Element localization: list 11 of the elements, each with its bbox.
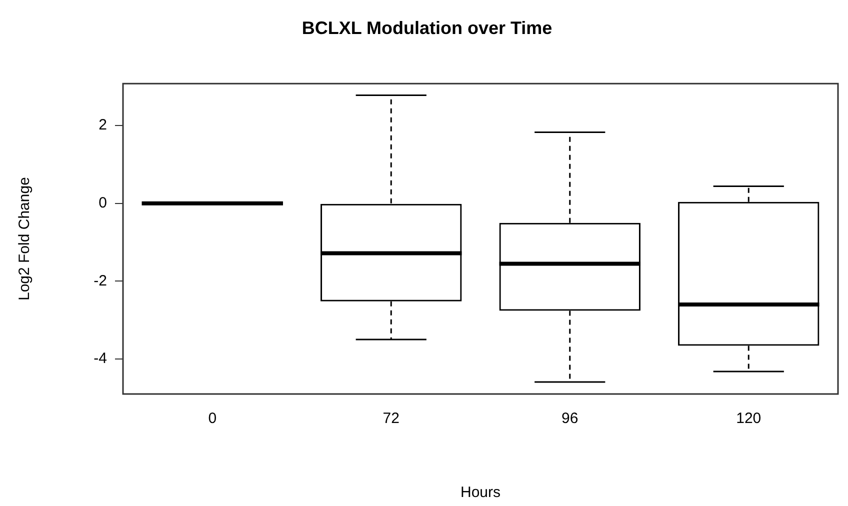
chart-title: BCLXL Modulation over Time: [302, 18, 552, 38]
x-tick-label: 96: [562, 410, 578, 428]
x-axis-title: Hours: [460, 484, 501, 502]
y-tick-label: 2: [98, 116, 107, 134]
x-tick-label: 120: [736, 410, 762, 428]
y-axis-title: Log2 Fold Change: [16, 177, 34, 301]
x-tick-label: 72: [382, 410, 400, 428]
y-tick-label: -2: [94, 272, 107, 290]
x-tick-label: 0: [208, 410, 217, 428]
y-tick-label: -4: [94, 350, 107, 368]
y-tick-label: 0: [98, 194, 107, 212]
